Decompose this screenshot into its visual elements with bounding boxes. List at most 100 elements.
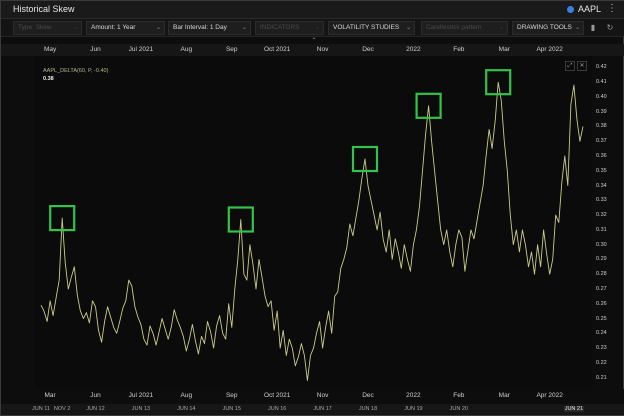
y-tick-label: 0.35 [596,167,607,174]
y-tick-label: 0.23 [596,345,607,352]
chevron-down-icon: ⌄ [574,25,580,31]
peak-highlight-box [415,92,442,119]
top-axis-label: Sep [225,46,238,53]
contract-label: JUN 17 [313,406,332,412]
y-tick-label: 0.28 [596,271,607,278]
symbol-selector[interactable]: AAPL [566,4,601,14]
amount-dropdown-label: Amount: 1 Year [91,24,136,31]
bottom-axis-label: Oct 2021 [263,392,291,399]
top-axis-label: Dec [362,46,374,53]
top-axis-label: Apr 2022 [536,46,563,53]
top-axis-label: Aug [180,46,193,53]
y-tick-label: 0.31 [596,226,607,233]
contract-label: JUN 20 [449,406,468,412]
y-tick-label: 0.27 [596,285,607,292]
chevron-down-icon: ⌄ [72,25,78,31]
series-label: AAPL_DELTA(60, P, -0.40) [43,68,109,74]
y-tick-label: 0.34 [596,182,607,189]
contract-label: JUN 15 [222,406,241,412]
chevron-down-icon: ⌄ [314,25,320,31]
y-tick-label: 0.24 [596,330,607,337]
trash-icon[interactable]: ▮ [590,23,596,32]
y-tick-label: 0.30 [596,241,607,248]
collapse-toolbar-button[interactable]: ⌃ [311,38,317,44]
top-axis-label: Jul 2021 [128,46,154,53]
window-title: Historical Skew [13,4,75,14]
indicators-dropdown-label: INDICATORS [260,24,300,31]
contract-label: JUN 13 [131,406,151,412]
top-axis-label: 2022 [406,46,421,53]
top-axis-label: Feb [453,46,465,53]
close-icon[interactable]: ✕ [577,61,587,71]
series-legend: AAPL_DELTA(60, P, -0.40) 0.38 [43,67,108,83]
skew-chart-svg [40,69,584,382]
y-tick-label: 0.25 [596,315,607,322]
y-tick-label: 0.21 [596,374,607,381]
y-axis: 0.21 0.22 0.23 0.24 0.25 0.26 0.27 0.28 0.29 0.30… [592,56,624,389]
bottom-axis-label: Feb [453,392,465,399]
y-tick-label: 0.37 [596,138,607,145]
interval-dropdown[interactable]: Bar Interval: 1 Day ⌄ [168,21,251,35]
type-dropdown-label: Type: Skew [18,24,52,31]
bottom-axis-label: Aug [180,392,193,399]
y-tick-label: 0.42 [596,64,607,71]
bottom-axis-label: Mar [44,392,56,399]
top-axis-label: Mar [498,46,510,53]
drawing-tools-label: DRAWING TOOLS [517,24,572,31]
bottom-axis-label: Dec [362,392,374,399]
top-axis-label: May [43,46,57,53]
top-axis-label: Oct 2021 [263,46,291,53]
bottom-axis-label: Sep [225,392,238,399]
y-tick-label: 0.33 [596,197,607,204]
y-tick-label: 0.41 [596,79,607,86]
y-tick-label: 0.36 [596,153,607,160]
expand-icon[interactable]: ⤢ [565,61,575,71]
skew-series-line [40,81,584,382]
interval-dropdown-label: Bar Interval: 1 Day [173,24,227,31]
candlestick-dropdown[interactable]: Candlestick pattern ⌄ [421,21,508,35]
type-dropdown[interactable]: Type: Skew ⌄ [13,21,82,35]
chevron-down-icon: ⌄ [241,25,247,31]
refresh-icon[interactable]: ↻ [606,23,614,32]
drawing-tools-dropdown[interactable]: DRAWING TOOLS ⌄ [512,21,584,35]
top-time-axis: May Jun Jul 2021 Aug Sep Oct 2021 Nov Dec 2022 Fe… [1,44,624,56]
symbol-dot-icon [566,5,574,13]
contract-row: JUN 11 NOV 2 JUN 12 JUN 13 JUN 14 JUN 15 JUN 1… [1,404,624,415]
peak-highlight-box [351,145,379,173]
peak-highlight-box [49,205,76,232]
contract-label: JUN 19 [404,406,423,412]
contract-label: JUN 14 [177,406,196,412]
y-tick-label: 0.22 [596,359,607,366]
chevron-down-icon: ⌄ [155,25,161,31]
chart-controls: ⤢ ✕ [565,61,587,71]
top-axis-label: Jun [90,46,101,53]
bottom-axis-label: Jun [90,392,101,399]
bottom-axis-label: Apr 2022 [536,392,563,399]
volatility-studies-dropdown[interactable]: VOLATILITY STUDIES ⌄ [328,21,415,35]
bottom-time-axis: Apr 2022 Mar Feb 2022 Dec Nov Oct 2021 Sep Aug Ju… [1,389,624,415]
y-tick-label: 0.40 [596,93,607,100]
bottom-axis-label: Jul 2021 [128,392,154,399]
bottom-axis-label: Mar [498,392,510,399]
amount-dropdown[interactable]: Amount: 1 Year ⌄ [86,21,165,35]
candlestick-dropdown-label: Candlestick pattern [426,24,482,31]
y-tick-label: 0.38 [596,123,607,130]
more-vertical-icon[interactable]: ⋮ [607,3,617,14]
peak-highlight-box [485,69,512,96]
toolbar: Type: Skew ⌄ Amount: 1 Year ⌄ Bar Interval… [1,19,624,37]
contract-label: JUN 12 [86,406,105,412]
plot-area[interactable] [35,56,592,389]
contract-label: NOV 2 [53,406,71,412]
symbol-label: AAPL [577,4,601,14]
indicators-dropdown[interactable]: INDICATORS ⌄ [255,21,324,35]
top-axis-label: Nov [316,46,329,53]
chevron-down-icon: ⌄ [498,25,504,31]
y-tick-label: 0.39 [596,108,607,115]
contract-label: JUN 16 [267,406,287,412]
contract-label: JUN 11 [32,406,50,412]
title-bar: Historical Skew AAPL ⋮ [1,1,624,19]
volatility-studies-label: VOLATILITY STUDIES [333,24,400,31]
contract-label: JUN 18 [358,406,378,412]
y-tick-label: 0.32 [596,212,607,219]
